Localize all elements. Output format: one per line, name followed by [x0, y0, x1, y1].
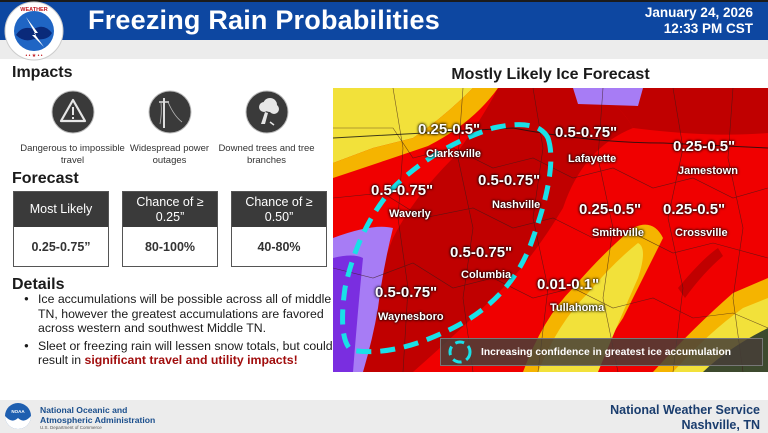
city-label-columbia: Columbia — [461, 269, 512, 281]
forecast-box-header: Chance of ≥ 0.50” — [232, 192, 326, 227]
power-line-icon — [148, 90, 191, 134]
warning-triangle-icon — [51, 90, 94, 134]
forecast-box-most-likely: Most Likely 0.25-0.75” — [13, 191, 109, 267]
legend-text: Increasing confidence in greatest ice ac… — [481, 346, 732, 358]
office-line1: National Weather Service — [610, 403, 760, 417]
header-subband — [0, 40, 768, 59]
issued-date: January 24, 2026 — [644, 5, 753, 20]
amount-label: 0.5-0.75" — [555, 124, 618, 141]
forecast-box-chance-025: Chance of ≥ 0.25” 80-100% — [122, 191, 218, 267]
ice-forecast-map: 0.25-0.5" 0.5-0.75" 0.25-0.5" 0.5-0.75" … — [333, 88, 768, 372]
noaa-dept: U.S. Department of Commerce — [40, 425, 102, 430]
map-title: Mostly Likely Ice Forecast — [451, 66, 650, 83]
noaa-logo-icon: NOAA — [5, 403, 31, 429]
impacts-heading: Impacts — [12, 64, 73, 81]
dashed-circle-icon — [448, 340, 472, 364]
amount-label: 0.01-0.1" — [537, 276, 600, 293]
city-label-tullahoma: Tullahoma — [550, 302, 605, 314]
impact-label: Dangerous to impossible travel — [20, 143, 125, 166]
page-title: Freezing Rain Probabilities — [88, 5, 440, 35]
impact-item: Dangerous to impossible travel — [20, 90, 125, 167]
svg-text:NOAA: NOAA — [11, 409, 25, 414]
city-label-clarksville: Clarksville — [426, 148, 482, 160]
details-bullet-text: Sleet or freezing rain will lessen snow … — [38, 338, 333, 368]
map-color-zones — [333, 88, 768, 372]
impact-label: Widespread power outages — [129, 143, 210, 166]
amount-label: 0.5-0.75" — [371, 182, 434, 199]
impact-item: Widespread power outages — [117, 90, 222, 167]
forecast-box-chance-050: Chance of ≥ 0.50” 40-80% — [231, 191, 327, 267]
forecast-box-header: Most Likely — [14, 192, 108, 227]
map-legend: Increasing confidence in greatest ice ac… — [440, 338, 763, 366]
details-bullet: Sleet or freezing rain will lessen snow … — [24, 338, 338, 368]
city-label-crossville: Crossville — [675, 227, 728, 239]
amount-label: 0.25-0.5" — [579, 201, 642, 218]
amount-label: 0.5-0.75" — [478, 172, 541, 189]
forecast-heading: Forecast — [12, 170, 79, 187]
city-label-lafayette: Lafayette — [568, 153, 617, 165]
confidence-outline — [340, 122, 554, 355]
details-heading: Details — [12, 276, 65, 293]
details-list: Ice accumulations will be possible acros… — [24, 292, 338, 371]
issued-time: 12:33 PM CST — [663, 21, 753, 36]
forecast-box-value: 80-100% — [144, 240, 196, 254]
details-highlight: significant travel and utility impacts! — [84, 353, 298, 367]
impact-label: Downed trees and tree branches — [218, 143, 315, 166]
header-bar: Freezing Rain Probabilities January 24, … — [0, 0, 768, 40]
city-label-smithville: Smithville — [592, 227, 644, 239]
amount-label: 0.25-0.5" — [418, 121, 481, 138]
noaa-name-line2: Atmospheric Administration — [40, 415, 156, 425]
city-label-waverly: Waverly — [389, 208, 431, 220]
noaa-name: National Oceanic and Atmospheric Adminis… — [40, 405, 155, 425]
amount-label: 0.25-0.5" — [673, 138, 736, 155]
city-label-nashville: Nashville — [492, 199, 541, 211]
details-bullet-text: Ice accumulations will be possible acros… — [38, 292, 332, 335]
issued-datetime: January 24, 2026 12:33 PM CST — [645, 5, 753, 37]
amount-label: 0.5-0.75" — [450, 244, 513, 261]
nws-logo-icon: WEATHER • • ★ • • — [4, 1, 64, 61]
details-bullet: Ice accumulations will be possible acros… — [24, 292, 338, 336]
office-line2: Nashville, TN — [681, 418, 761, 432]
amount-label: 0.5-0.75" — [375, 284, 438, 301]
svg-text:WEATHER: WEATHER — [20, 7, 47, 13]
fallen-tree-icon — [245, 90, 288, 134]
impact-item: Downed trees and tree branches — [214, 90, 319, 167]
noaa-name-line1: National Oceanic and — [40, 405, 128, 415]
footer: NOAA National Oceanic and Atmospheric Ad… — [0, 400, 768, 433]
amount-label: 0.25-0.5" — [663, 201, 726, 218]
nws-office: National Weather Service Nashville, TN — [610, 403, 760, 433]
svg-text:• • ★ • •: • • ★ • • — [25, 53, 42, 59]
city-label-waynesboro: Waynesboro — [378, 311, 444, 323]
forecast-box-header: Chance of ≥ 0.25” — [123, 192, 217, 227]
city-label-jamestown: Jamestown — [678, 165, 738, 177]
forecast-box-value: 40-80% — [257, 240, 301, 254]
forecast-box-value: 0.25-0.75” — [31, 240, 91, 254]
